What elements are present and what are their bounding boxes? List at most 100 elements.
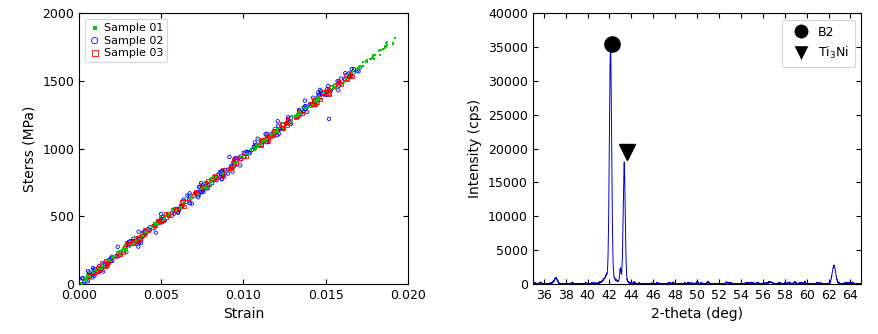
Sample 01 [335,81,349,87]
Sample 03 [255,139,269,144]
Sample 02 [234,157,248,162]
Sample 01 [265,131,279,137]
Sample 02 [212,170,227,175]
Sample 03 [266,128,280,133]
Sample 01 [350,66,364,71]
Sample 03 [334,81,348,87]
Sample 01 [339,75,353,80]
Sample 02 [310,95,324,101]
Sample 02 [213,174,227,179]
Sample 03 [303,102,317,108]
Sample 02 [312,93,326,98]
Sample 02 [234,154,248,159]
Sample 02 [135,233,149,239]
Sample 03 [169,207,183,212]
Sample 01 [379,42,393,48]
Sample 02 [209,178,223,183]
Sample 03 [276,126,290,131]
Sample 01 [162,211,176,217]
Sample 02 [284,115,298,121]
Sample 01 [86,271,100,276]
Sample 01 [356,63,370,69]
Sample 03 [275,126,289,131]
Sample 03 [259,136,273,142]
Sample 02 [258,132,272,137]
Sample 01 [123,244,137,250]
Sample 03 [132,236,146,241]
Sample 01 [255,138,269,144]
Sample 03 [282,120,296,126]
Sample 01 [364,55,378,61]
Sample 01 [293,111,307,116]
Sample 02 [121,239,135,244]
Sample 02 [87,273,101,278]
Sample 02 [320,83,335,89]
Sample 02 [313,89,327,94]
Sample 03 [275,125,289,130]
Sample 02 [291,112,306,117]
Sample 01 [172,205,186,211]
Sample 02 [183,201,197,206]
Sample 03 [254,142,268,148]
Sample 03 [315,89,329,95]
Sample 01 [328,86,342,92]
Sample 02 [248,142,263,148]
Sample 02 [76,281,90,287]
Sample 01 [90,268,104,274]
Sample 02 [332,83,346,89]
Sample 02 [135,234,149,239]
Sample 03 [249,143,263,148]
Sample 03 [196,185,210,190]
Sample 02 [236,150,250,155]
Sample 03 [224,165,238,171]
Sample 01 [149,221,163,226]
Sample 02 [86,266,100,271]
Sample 03 [227,157,241,163]
Sample 02 [282,120,296,125]
Sample 03 [116,247,130,253]
Sample 03 [216,173,230,179]
Sample 03 [290,113,304,119]
Sample 02 [142,227,156,233]
Sample 02 [241,150,255,156]
Sample 01 [365,55,379,60]
Sample 02 [284,121,298,127]
Sample 01 [368,53,382,58]
Sample 01 [275,121,289,126]
Sample 03 [313,95,327,101]
Sample 03 [343,71,357,76]
Sample 02 [86,271,100,277]
Sample 01 [103,257,117,263]
Sample 01 [148,219,162,225]
Sample 03 [146,225,160,230]
Sample 03 [177,204,191,209]
Sample 01 [242,148,256,153]
Sample 01 [299,105,313,110]
Sample 03 [342,73,356,78]
Sample 01 [257,138,271,143]
Sample 03 [270,128,284,133]
Sample 01 [312,96,326,102]
Sample 02 [83,274,97,280]
Sample 01 [379,40,393,45]
Sample 02 [205,181,219,186]
Sample 02 [222,154,236,160]
Sample 01 [326,85,340,90]
Sample 02 [321,116,335,122]
Sample 01 [248,146,262,152]
Sample 02 [318,91,332,97]
Sample 01 [117,245,131,250]
Sample 01 [341,71,355,76]
Sample 01 [349,66,363,71]
Sample 02 [119,240,133,246]
Sample 02 [174,203,188,209]
Sample 01 [309,97,323,103]
Sample 01 [378,41,392,46]
Sample 02 [200,186,214,191]
Sample 01 [78,277,92,282]
Sample 02 [276,122,290,127]
Sample 03 [200,182,214,187]
Sample 01 [79,274,93,279]
Sample 02 [215,176,229,181]
Sample 01 [117,245,131,250]
